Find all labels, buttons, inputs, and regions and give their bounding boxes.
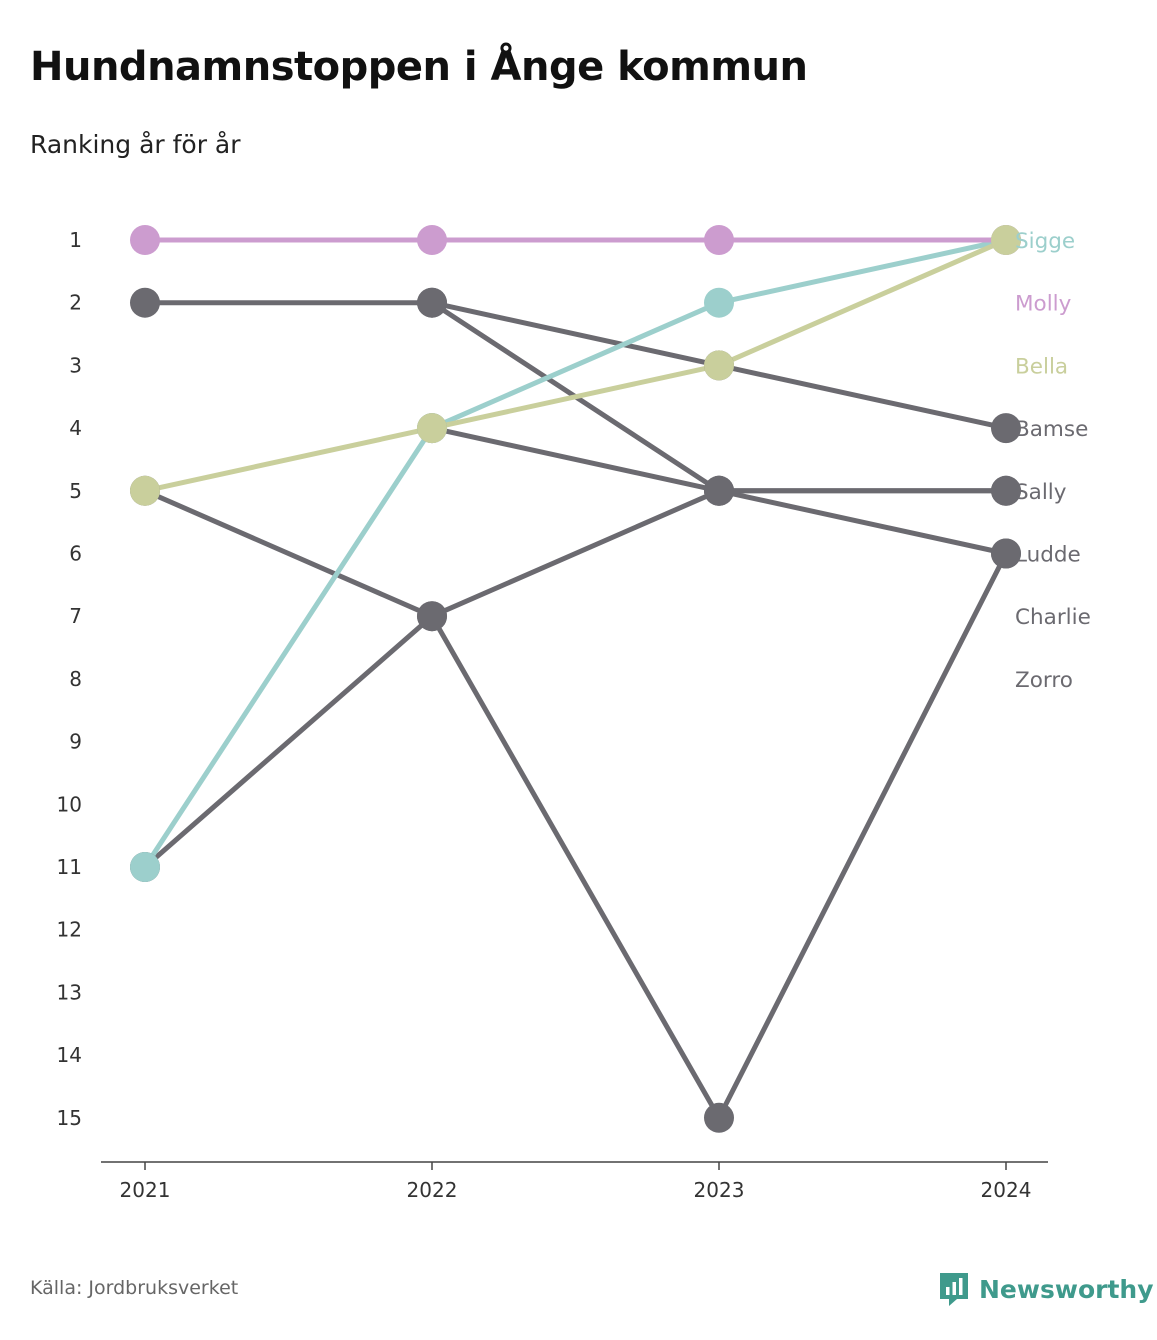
- data-point-zorro: [417, 287, 447, 318]
- chart-subtitle: Ranking år för år: [30, 130, 241, 159]
- series-line-bamse: [145, 300, 1007, 431]
- data-point-bella: [130, 475, 160, 506]
- series-line-bella: [144, 237, 1008, 494]
- y-tick-label: 6: [69, 542, 82, 566]
- series-line-ludde: [143, 552, 1009, 1121]
- y-tick-label: 13: [57, 980, 82, 1004]
- data-point-bella: [991, 225, 1021, 255]
- end-labels: Sigge Molly Bella Bamse Sally Ludde Charlie Zor…: [1015, 229, 1091, 693]
- end-label-sigge: Sigge: [1015, 229, 1075, 254]
- series-line-sigge: [142, 237, 1007, 869]
- y-tick-label: 2: [69, 291, 82, 315]
- data-point-charlie: [991, 538, 1021, 569]
- x-tick-label: 2023: [694, 1178, 745, 1202]
- y-tick-label: 7: [69, 604, 82, 628]
- data-point-sigge: [130, 852, 160, 882]
- series-lines: [142, 237, 1009, 1121]
- data-point-ludde: [417, 601, 447, 632]
- y-tick-label: 12: [57, 918, 82, 942]
- y-tick-label: 3: [69, 353, 82, 377]
- data-point-bella: [704, 350, 734, 381]
- newsworthy-logo-icon: [940, 1273, 968, 1306]
- x-tick-label: 2022: [407, 1178, 458, 1202]
- x-tick-label: 2024: [981, 1178, 1032, 1202]
- data-point-molly: [704, 225, 734, 255]
- y-tick-label: 8: [69, 667, 82, 691]
- y-tick-label: 4: [69, 416, 82, 440]
- y-tick-label: 5: [69, 479, 82, 503]
- series-line-zorro: [430, 300, 1006, 494]
- data-point-bamse: [991, 413, 1021, 444]
- data-point-zorro: [704, 475, 734, 506]
- data-point-molly: [130, 225, 160, 255]
- x-tick-label: 2021: [120, 1178, 171, 1202]
- data-point-bella: [417, 413, 447, 444]
- y-tick-label: 1: [69, 228, 82, 252]
- end-label-ludde: Ludde: [1015, 543, 1081, 568]
- data-point-sigge: [704, 287, 734, 318]
- source-note: Källa: Jordbruksverket: [30, 1277, 239, 1299]
- data-point-bamse: [130, 287, 160, 318]
- y-tick-label: 10: [57, 792, 82, 816]
- end-label-sally: Sally: [1015, 480, 1067, 505]
- data-point-molly: [417, 225, 447, 255]
- end-label-bamse: Bamse: [1015, 417, 1088, 442]
- data-point-ludde: [704, 1102, 734, 1133]
- y-tick-label: 15: [57, 1106, 82, 1130]
- y-tick-label: 9: [69, 730, 82, 754]
- end-label-molly: Molly: [1015, 292, 1072, 317]
- brand-name: Newsworthy: [979, 1274, 1154, 1304]
- series-points: [130, 225, 1021, 1133]
- end-label-charlie: Charlie: [1015, 605, 1091, 630]
- chart-title: Hundnamnstoppen i Ånge kommun: [30, 44, 808, 90]
- y-tick-label: 11: [57, 855, 82, 879]
- series-line-sally: [143, 488, 1006, 619]
- end-label-zorro: Zorro: [1015, 668, 1073, 693]
- y-tick-label: 14: [57, 1043, 82, 1067]
- data-point-zorro: [991, 475, 1021, 506]
- x-axis: 2021 2022 2023 2024: [101, 1161, 1048, 1202]
- end-label-bella: Bella: [1015, 354, 1068, 379]
- brand-logo[interactable]: Newsworthy: [937, 1270, 1154, 1308]
